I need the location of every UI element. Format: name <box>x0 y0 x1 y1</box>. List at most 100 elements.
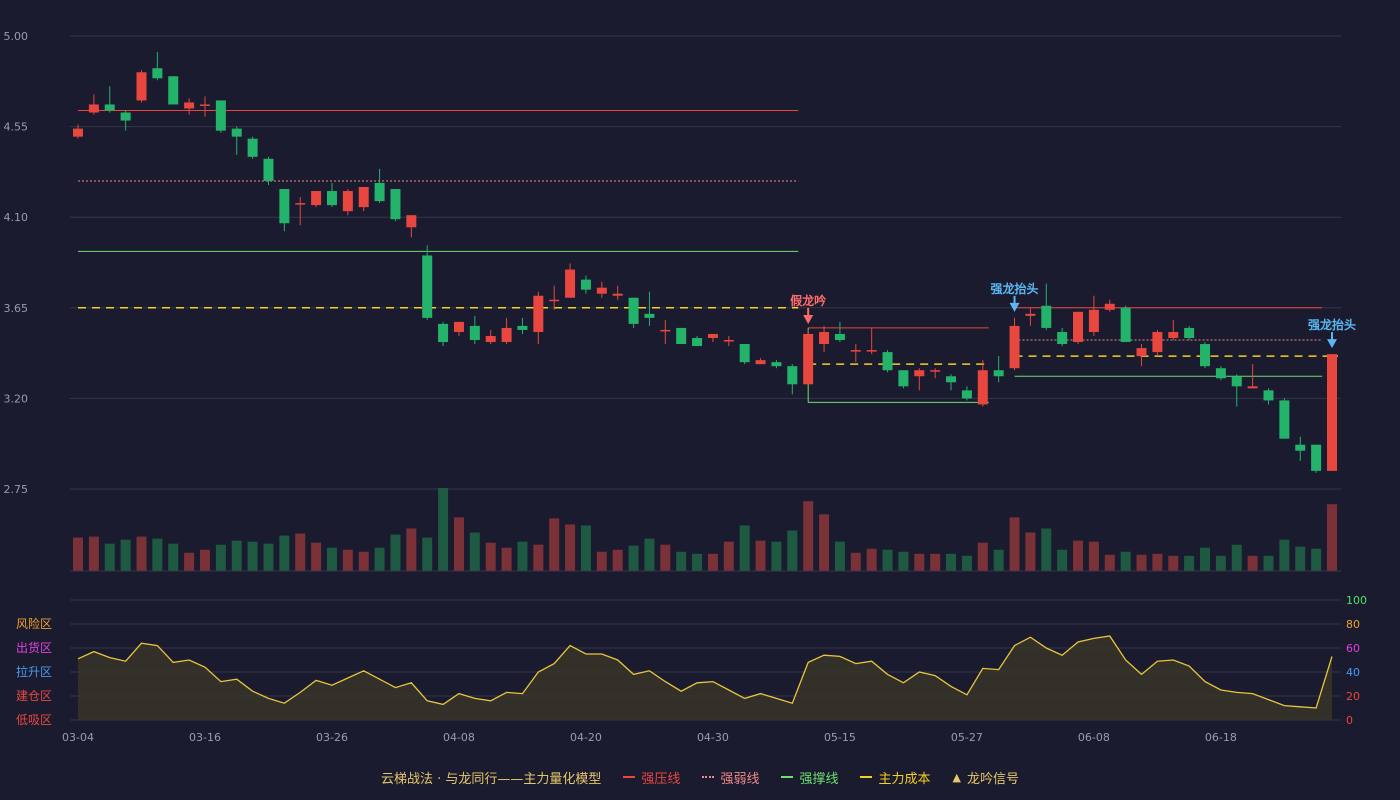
volume-bar <box>819 514 830 571</box>
legend-item-signal: ▲ 龙吟信号 <box>952 768 1018 787</box>
candle-body <box>565 269 576 298</box>
osc-tick-label: 60 <box>1346 642 1360 655</box>
legend-label-pressure: 强压线 <box>641 771 681 787</box>
candle-body <box>1231 376 1242 387</box>
price-tick-label: 3.20 <box>4 392 29 405</box>
volume-bar <box>88 536 99 571</box>
candle-body <box>406 215 417 228</box>
legend-swatch-cost <box>860 776 873 778</box>
volume-bar <box>168 543 179 571</box>
volume-bar <box>977 542 988 571</box>
volume-bar <box>644 538 655 571</box>
osc-tick-label: 100 <box>1346 594 1367 607</box>
candle-body <box>1200 344 1211 367</box>
volume-bar <box>930 553 941 571</box>
candle-body <box>612 293 623 296</box>
candle-body <box>723 340 734 342</box>
candle-body <box>993 370 1004 377</box>
volume-bar <box>533 544 544 571</box>
candle-body <box>1073 311 1084 343</box>
volume-bar <box>422 537 433 571</box>
x-tick-label: 05-27 <box>951 731 983 744</box>
candle-body <box>755 360 766 365</box>
volume-bar <box>1136 554 1147 571</box>
signal-arrow-icon <box>1327 339 1337 349</box>
signal-arrow-icon <box>803 314 814 324</box>
volume-bar <box>1311 548 1322 571</box>
volume-bar <box>120 539 131 571</box>
volume-bar <box>676 551 687 571</box>
volume-bar <box>1184 555 1195 571</box>
candle-body <box>1057 331 1068 345</box>
candle-body <box>199 104 210 106</box>
volume-bar <box>358 551 369 571</box>
candle-body <box>1263 390 1274 401</box>
candle-body <box>1327 354 1337 471</box>
candle-body <box>358 187 369 208</box>
volume-bar <box>342 549 353 571</box>
volume-bar <box>311 542 322 571</box>
price-tick-label: 3.65 <box>4 302 29 315</box>
candle-body <box>1120 307 1131 343</box>
osc-zone-label: 拉升区 <box>16 664 52 679</box>
candle-body <box>660 329 671 332</box>
candle-body <box>390 189 401 220</box>
candle-body <box>707 333 718 338</box>
volume-bar <box>390 534 401 571</box>
candle-body <box>1136 348 1147 357</box>
candle-body <box>279 189 290 224</box>
candle-body <box>977 370 988 405</box>
candle-body <box>184 102 195 109</box>
volume-bar <box>517 541 528 571</box>
volume-bar <box>279 535 290 571</box>
signal-label: 强龙抬头 <box>991 281 1039 296</box>
volume-bar <box>1057 549 1068 571</box>
signal-arrow-icon <box>1009 302 1020 312</box>
volume-bar <box>850 552 861 571</box>
volume-bar <box>898 551 909 571</box>
x-tick-label: 06-18 <box>1205 731 1237 744</box>
volume-bar <box>739 525 750 571</box>
volume-bar <box>184 552 195 571</box>
volume-bar <box>707 553 718 571</box>
x-tick-label: 03-16 <box>189 731 221 744</box>
osc-zone-label: 低吸区 <box>16 713 52 727</box>
volume-bar <box>247 541 258 571</box>
candle-body <box>882 352 893 371</box>
volume-bar <box>263 543 274 571</box>
candle-body <box>422 255 433 318</box>
volume-bar <box>692 553 703 571</box>
volume-bar <box>1247 555 1258 571</box>
candle-body <box>946 376 957 383</box>
candle-body <box>263 158 274 181</box>
volume-bar <box>1025 532 1036 571</box>
candle-body <box>739 344 750 363</box>
volume-bar <box>580 525 591 571</box>
volume-bar <box>73 537 83 571</box>
osc-zone-label: 风险区 <box>16 616 52 631</box>
candle-body <box>453 321 464 332</box>
candle-body <box>501 327 512 343</box>
candle-body <box>247 138 258 157</box>
volume-bar <box>1279 539 1290 571</box>
x-tick-label: 04-20 <box>570 731 602 744</box>
volume-bar <box>485 542 496 571</box>
candle-body <box>231 128 242 137</box>
volume-bar <box>152 538 163 571</box>
candle-body <box>311 191 322 206</box>
volume-bar <box>771 541 782 571</box>
volume-bar <box>866 548 877 571</box>
volume-bar <box>1041 528 1052 571</box>
legend-label-signal: 龙吟信号 <box>966 771 1019 787</box>
candle-body <box>1295 444 1306 451</box>
candle-body <box>866 350 877 352</box>
volume-bar <box>374 547 385 571</box>
signal-label: 强龙抬头 <box>1308 317 1356 332</box>
candle-body <box>1279 400 1290 439</box>
candle-body <box>215 100 226 131</box>
osc-zone-label: 建仓区 <box>16 689 52 703</box>
candle-body <box>168 76 179 105</box>
legend-label-cost: 主力成本 <box>878 771 931 787</box>
candle-body <box>295 203 306 205</box>
